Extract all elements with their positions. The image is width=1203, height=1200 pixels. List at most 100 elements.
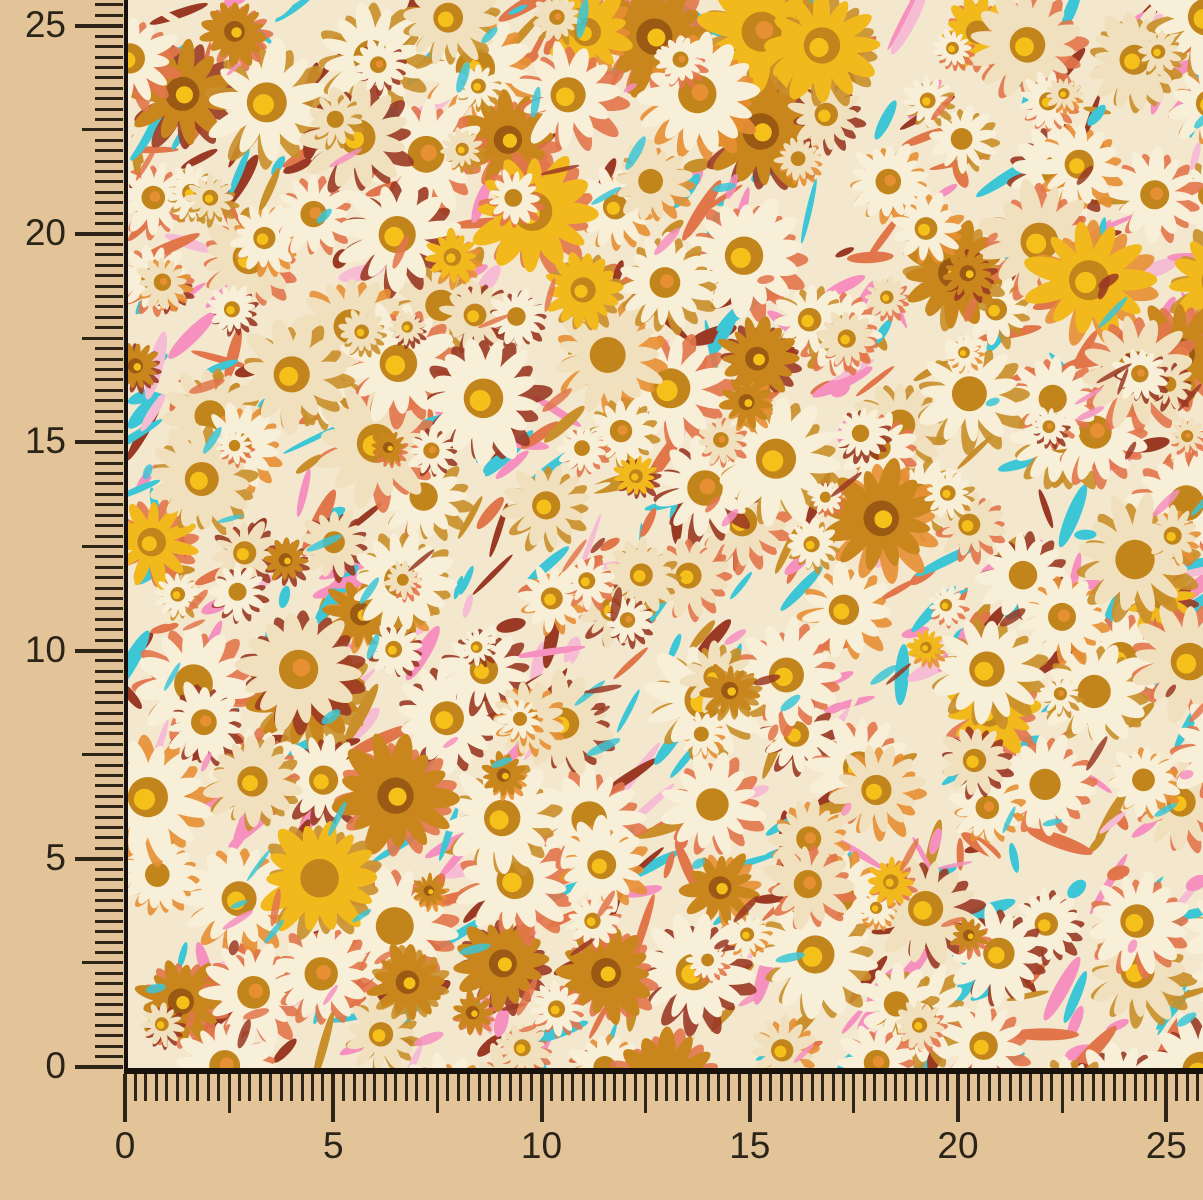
ruler-tick — [82, 544, 123, 548]
ruler-tick — [1050, 1074, 1054, 1101]
ruler-tick — [95, 378, 123, 382]
ruler-tick — [95, 295, 123, 298]
ruler-tick — [95, 1055, 123, 1059]
ruler-tick — [1019, 1074, 1022, 1101]
ruler-tick — [95, 159, 123, 163]
ruler-tick — [300, 1074, 304, 1101]
ruler-tick — [831, 1074, 835, 1101]
ruler-tick — [446, 1074, 450, 1101]
ruler-tick — [175, 1074, 179, 1101]
ruler-tick — [685, 1074, 689, 1101]
ruler-tick — [1029, 1074, 1033, 1101]
ruler-tick — [342, 1074, 346, 1101]
ruler-tick — [571, 1074, 575, 1101]
ruler-tick — [95, 180, 123, 184]
ruler-tick — [290, 1074, 294, 1101]
ruler-tick — [519, 1074, 523, 1101]
ruler-tick — [95, 638, 123, 642]
ruler-tick — [1133, 1074, 1137, 1101]
ruler-tick — [95, 3, 123, 7]
ruler-tick — [95, 524, 123, 528]
ruler-tick — [612, 1074, 616, 1101]
ruler-tick — [279, 1074, 283, 1101]
ruler-tick — [95, 669, 123, 673]
ruler-tick — [95, 242, 123, 246]
ruler-tick — [248, 1074, 252, 1101]
ruler-tick — [737, 1074, 741, 1101]
ruler-tick — [363, 1074, 366, 1101]
ruler-tick — [717, 1074, 720, 1101]
ruler-tick — [165, 1074, 169, 1101]
ruler-tick — [581, 1074, 585, 1101]
ruler-tick — [95, 118, 123, 121]
ruler-tick — [95, 253, 123, 257]
ruler-tick — [383, 1074, 387, 1101]
ruler-tick — [529, 1074, 533, 1101]
ruler-tick — [95, 794, 123, 798]
ruler-tick — [95, 784, 123, 788]
ruler-tick — [95, 919, 123, 923]
ruler-tick — [862, 1074, 866, 1101]
ruler-tick — [95, 274, 123, 278]
ruler-tick — [321, 1074, 325, 1101]
ruler-tick — [95, 888, 123, 892]
ruler-tick — [415, 1074, 419, 1101]
ruler-tick — [95, 815, 123, 819]
ruler-tick — [95, 867, 123, 871]
ruler-tick — [95, 65, 123, 69]
ruler-label: 0 — [114, 1125, 136, 1166]
ruler-tick — [95, 555, 123, 559]
ruler-tick — [95, 951, 123, 954]
ruler-tick — [258, 1074, 262, 1101]
ruler-tick — [82, 336, 123, 340]
ruler-tick — [1196, 1074, 1199, 1101]
ruler-tick — [800, 1074, 804, 1101]
ruler-tick — [894, 1074, 897, 1101]
ruler-tick — [95, 211, 123, 215]
ruler-tick — [747, 1074, 752, 1122]
ruler-tick — [644, 1074, 648, 1113]
ruler-tick — [95, 357, 123, 361]
ruler-label: 20 — [24, 212, 66, 253]
ruler-tick — [95, 13, 123, 17]
ruler-label: 0 — [45, 1045, 66, 1086]
ruler-tick — [1071, 1074, 1074, 1101]
ruler-tick — [1060, 1074, 1064, 1113]
ruler-tick — [95, 367, 123, 371]
ruler-tick — [95, 628, 123, 632]
ruler-tick — [966, 1074, 970, 1101]
ruler-tick — [696, 1074, 700, 1101]
ruler-tick — [95, 86, 123, 90]
ruler-tick — [95, 388, 123, 392]
ruler-tick — [95, 138, 123, 142]
ruler-tick — [95, 701, 123, 705]
ruler-tick — [95, 836, 123, 840]
ruler-label: 10 — [520, 1125, 563, 1166]
ruler-tick — [95, 347, 123, 350]
ruler-tick — [95, 763, 123, 767]
ruler-tick — [95, 878, 123, 882]
ruler-tick — [95, 482, 123, 486]
ruler-tick — [1164, 1074, 1169, 1122]
ruler-tick — [946, 1074, 950, 1101]
ruler-tick — [95, 690, 123, 694]
ruler-label: 10 — [24, 628, 66, 670]
ruler-tick — [95, 617, 123, 621]
daisy-print-pattern — [128, 0, 1203, 1068]
fabric-swatch — [124, 0, 1203, 1074]
ruler-tick — [75, 440, 123, 445]
ruler-tick — [331, 1074, 336, 1122]
ruler-tick — [95, 659, 123, 663]
ruler-tick — [95, 472, 123, 475]
ruler-tick — [664, 1074, 668, 1101]
ruler-tick — [82, 961, 123, 965]
ruler-tick — [810, 1074, 814, 1101]
ruler-tick — [95, 97, 123, 101]
ruler-tick — [82, 128, 123, 132]
ruler-tick — [95, 326, 123, 330]
ruler-tick — [883, 1074, 887, 1101]
ruler-tick — [1102, 1074, 1106, 1101]
ruler-tick — [95, 315, 123, 319]
ruler-tick — [998, 1074, 1002, 1101]
